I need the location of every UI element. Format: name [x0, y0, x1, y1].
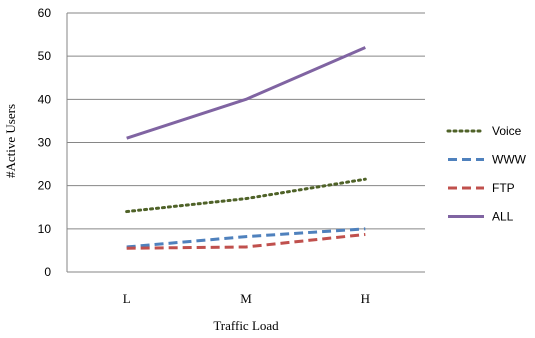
y-tick-label: 60: [38, 6, 52, 20]
y-axis-title: #Active Users: [3, 104, 18, 178]
legend-label-all: ALL: [492, 210, 514, 224]
y-tick-label: 0: [44, 265, 51, 279]
legend-label-voice: Voice: [492, 124, 522, 138]
y-tick-labels: 0 10 20 30 40 50 60: [38, 6, 52, 279]
series-line-all: [126, 46, 366, 140]
legend-label-ftp: FTP: [492, 181, 515, 195]
series-line-voice: [125, 177, 367, 214]
x-tick-label: L: [123, 291, 131, 306]
series-lines: [125, 46, 367, 250]
series-line-www: [126, 227, 366, 249]
y-tick-label: 30: [38, 136, 52, 150]
series-line-ftp: [126, 232, 366, 250]
y-tick-label: 10: [38, 222, 52, 236]
gridlines: [66, 12, 425, 273]
y-tick-label: 40: [38, 92, 52, 106]
legend-label-www: WWW: [492, 153, 527, 167]
x-tick-label: M: [240, 291, 252, 306]
legend: Voice WWW FTP ALL: [446, 124, 527, 224]
x-tick-label: H: [361, 291, 370, 306]
y-tick-label: 50: [38, 49, 52, 63]
y-tick-label: 20: [38, 179, 52, 193]
x-axis-title: Traffic Load: [213, 318, 279, 333]
